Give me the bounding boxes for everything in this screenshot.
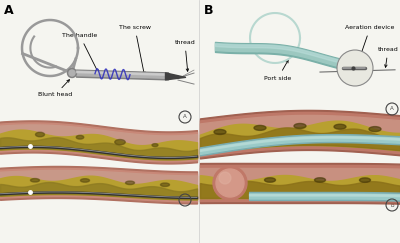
Ellipse shape [36, 132, 44, 137]
Text: A: A [4, 4, 14, 17]
Ellipse shape [160, 183, 170, 186]
Text: A: A [390, 106, 394, 112]
Ellipse shape [80, 179, 90, 182]
Ellipse shape [115, 139, 125, 145]
Ellipse shape [220, 178, 230, 182]
Circle shape [68, 69, 76, 78]
Text: Port side: Port side [264, 60, 292, 80]
Ellipse shape [30, 179, 40, 182]
Circle shape [337, 50, 373, 86]
Ellipse shape [334, 124, 346, 129]
Ellipse shape [314, 178, 326, 182]
Text: B: B [204, 4, 214, 17]
Text: The screw: The screw [119, 26, 151, 74]
Circle shape [213, 166, 247, 200]
Text: thread: thread [175, 41, 195, 71]
Text: The handle: The handle [62, 34, 98, 73]
Ellipse shape [254, 125, 266, 130]
Text: Blunt head: Blunt head [38, 80, 72, 97]
Text: Aeration device: Aeration device [345, 26, 395, 82]
Text: A: A [183, 114, 187, 120]
Ellipse shape [214, 130, 226, 134]
Ellipse shape [294, 123, 306, 129]
Circle shape [219, 172, 231, 184]
Text: B: B [183, 198, 187, 202]
Ellipse shape [76, 135, 84, 139]
Ellipse shape [369, 127, 381, 131]
Ellipse shape [152, 144, 158, 147]
Ellipse shape [126, 181, 134, 185]
Ellipse shape [264, 178, 276, 182]
Circle shape [69, 70, 75, 76]
Text: thread: thread [378, 47, 398, 67]
Ellipse shape [360, 178, 370, 182]
Circle shape [216, 169, 244, 197]
Text: B: B [390, 202, 394, 208]
